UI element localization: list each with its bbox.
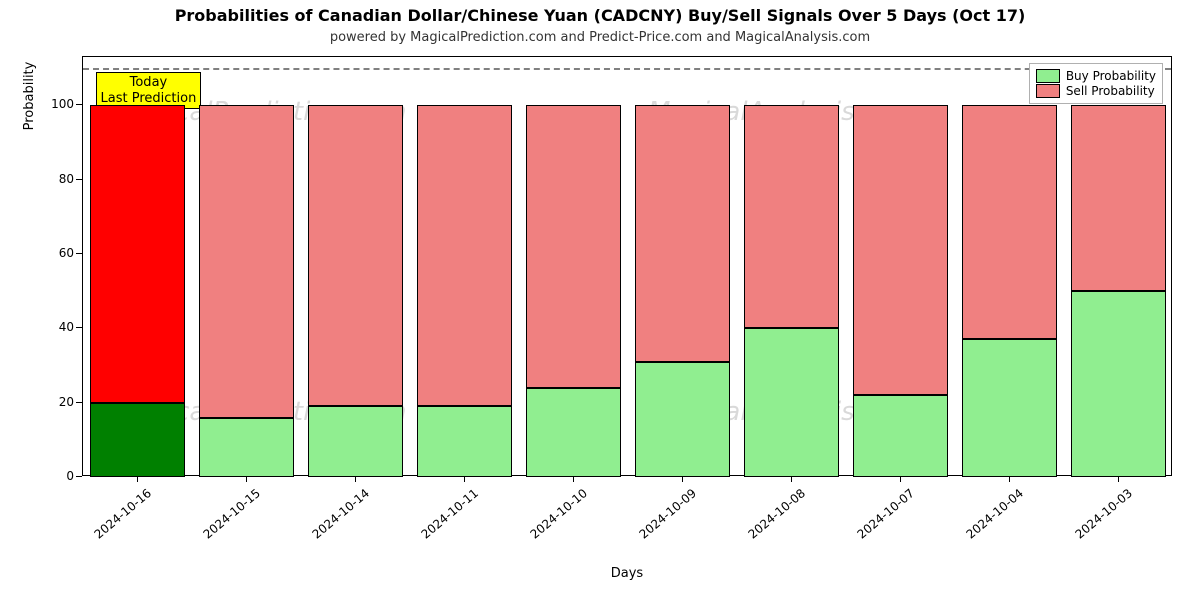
annotation-line2: Last Prediction: [101, 91, 197, 107]
sell-bar: [962, 105, 1058, 339]
y-tick: [76, 402, 82, 403]
x-tick: [246, 476, 247, 482]
x-tick: [464, 476, 465, 482]
sell-bar: [744, 105, 840, 328]
x-axis-label: Days: [82, 566, 1172, 581]
annotation-line1: Today: [101, 75, 197, 91]
sell-bar: [199, 105, 295, 417]
y-axis-label: Probability: [22, 0, 37, 306]
x-tick-label: 2024-10-04: [940, 486, 1026, 561]
y-tick-label: 40: [34, 320, 74, 334]
legend-item: Sell Probability: [1036, 84, 1156, 98]
x-tick-label: 2024-10-07: [831, 486, 917, 561]
chart-title: Probabilities of Canadian Dollar/Chinese…: [0, 6, 1200, 25]
plot-area: MagicalPrediction.com MagicalAnalysis.co…: [82, 56, 1172, 476]
buy-bar: [635, 362, 731, 477]
reference-line: [83, 68, 1171, 70]
sell-bar: [526, 105, 622, 387]
x-tick: [1009, 476, 1010, 482]
y-tick-label: 60: [34, 246, 74, 260]
buy-bar: [744, 328, 840, 477]
legend-label: Buy Probability: [1066, 69, 1156, 83]
buy-bar: [199, 418, 295, 477]
x-tick: [791, 476, 792, 482]
x-tick-label: 2024-10-11: [395, 486, 481, 561]
y-tick-label: 0: [34, 469, 74, 483]
sell-bar: [417, 105, 513, 406]
x-tick-label: 2024-10-09: [613, 486, 699, 561]
buy-bar: [1071, 291, 1167, 477]
legend-swatch: [1036, 69, 1060, 83]
y-tick: [76, 253, 82, 254]
legend-item: Buy Probability: [1036, 69, 1156, 83]
legend-label: Sell Probability: [1066, 84, 1155, 98]
x-tick-label: 2024-10-14: [286, 486, 372, 561]
sell-bar: [90, 105, 186, 402]
sell-bar: [635, 105, 731, 361]
buy-bar: [417, 406, 513, 477]
x-tick: [137, 476, 138, 482]
buy-bar: [853, 395, 949, 477]
y-tick: [76, 327, 82, 328]
x-tick-label: 2024-10-03: [1049, 486, 1135, 561]
buy-bar: [962, 339, 1058, 477]
x-tick-label: 2024-10-08: [722, 486, 808, 561]
x-tick: [900, 476, 901, 482]
chart-subtitle: powered by MagicalPrediction.com and Pre…: [0, 30, 1200, 45]
sell-bar: [308, 105, 404, 406]
x-tick: [573, 476, 574, 482]
y-tick-label: 20: [34, 395, 74, 409]
y-tick-label: 80: [34, 172, 74, 186]
sell-bar: [1071, 105, 1167, 291]
buy-bar: [526, 388, 622, 477]
y-tick-label: 100: [34, 97, 74, 111]
buy-bar: [308, 406, 404, 477]
x-tick: [355, 476, 356, 482]
x-tick-label: 2024-10-16: [68, 486, 154, 561]
buy-bar: [90, 403, 186, 477]
x-tick-label: 2024-10-10: [504, 486, 590, 561]
y-tick: [76, 476, 82, 477]
x-tick: [682, 476, 683, 482]
today-annotation: Today Last Prediction: [96, 72, 202, 109]
x-tick-label: 2024-10-15: [177, 486, 263, 561]
y-tick: [76, 179, 82, 180]
legend: Buy ProbabilitySell Probability: [1029, 63, 1163, 104]
x-tick: [1118, 476, 1119, 482]
sell-bar: [853, 105, 949, 395]
legend-swatch: [1036, 84, 1060, 98]
y-tick: [76, 104, 82, 105]
